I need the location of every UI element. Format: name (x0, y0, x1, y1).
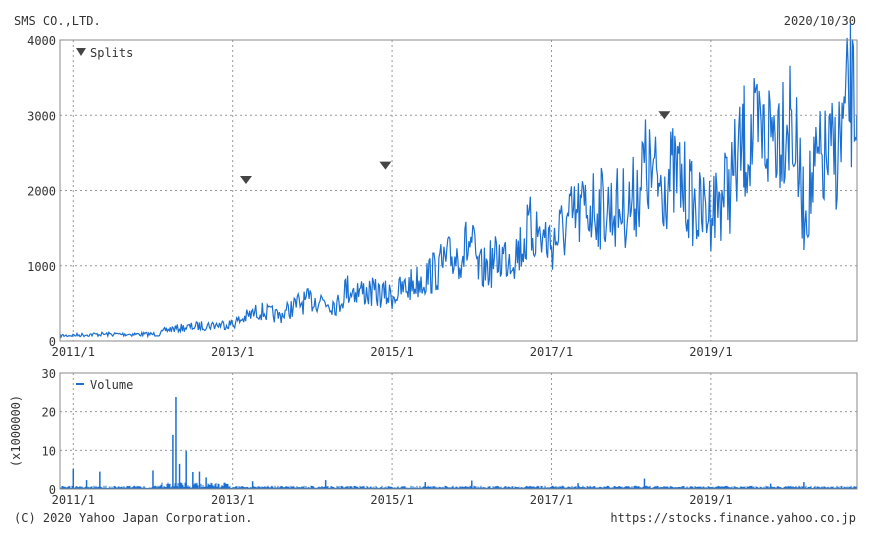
company-name: SMS CO.,LTD. (14, 14, 101, 28)
y-tick-label: 10 (42, 444, 56, 458)
split-marker (658, 111, 671, 120)
y-tick-label: 30 (42, 367, 56, 381)
splits-legend-icon (76, 48, 86, 56)
volume-legend: Volume (90, 378, 133, 392)
x-tick-label: 2017/1 (530, 345, 573, 359)
price-frame (59, 39, 858, 342)
volume-frame (59, 372, 858, 490)
y-tick-label: 0 (49, 335, 56, 349)
y-tick-label: 2000 (27, 185, 56, 199)
x-tick-label: 2017/1 (530, 493, 573, 507)
x-tick-label: 2015/1 (370, 345, 413, 359)
y-tick-label: 1000 (27, 260, 56, 274)
y-tick-label: 3000 (27, 109, 56, 123)
volume-ylabel: (x1000000) (9, 395, 23, 467)
x-tick-label: 2013/1 (211, 345, 254, 359)
y-tick-label: 4000 (27, 34, 56, 48)
x-tick-label: 2013/1 (211, 493, 254, 507)
copyright: (C) 2020 Yahoo Japan Corporation. (14, 511, 252, 525)
x-tick-label: 2011/1 (52, 493, 95, 507)
price-line (59, 23, 858, 339)
split-marker (239, 175, 252, 184)
y-tick-label: 0 (49, 483, 56, 497)
x-tick-label: 2015/1 (370, 493, 413, 507)
split-marker (379, 161, 392, 170)
x-tick-label: 2019/1 (689, 493, 732, 507)
x-tick-label: 2011/1 (52, 345, 95, 359)
splits-legend: Splits (90, 46, 133, 60)
x-tick-label: 2019/1 (689, 345, 732, 359)
y-tick-label: 20 (42, 406, 56, 420)
chart-date: 2020/10/30 (783, 14, 856, 28)
source-url[interactable]: https://stocks.finance.yahoo.co.jp (610, 511, 856, 525)
